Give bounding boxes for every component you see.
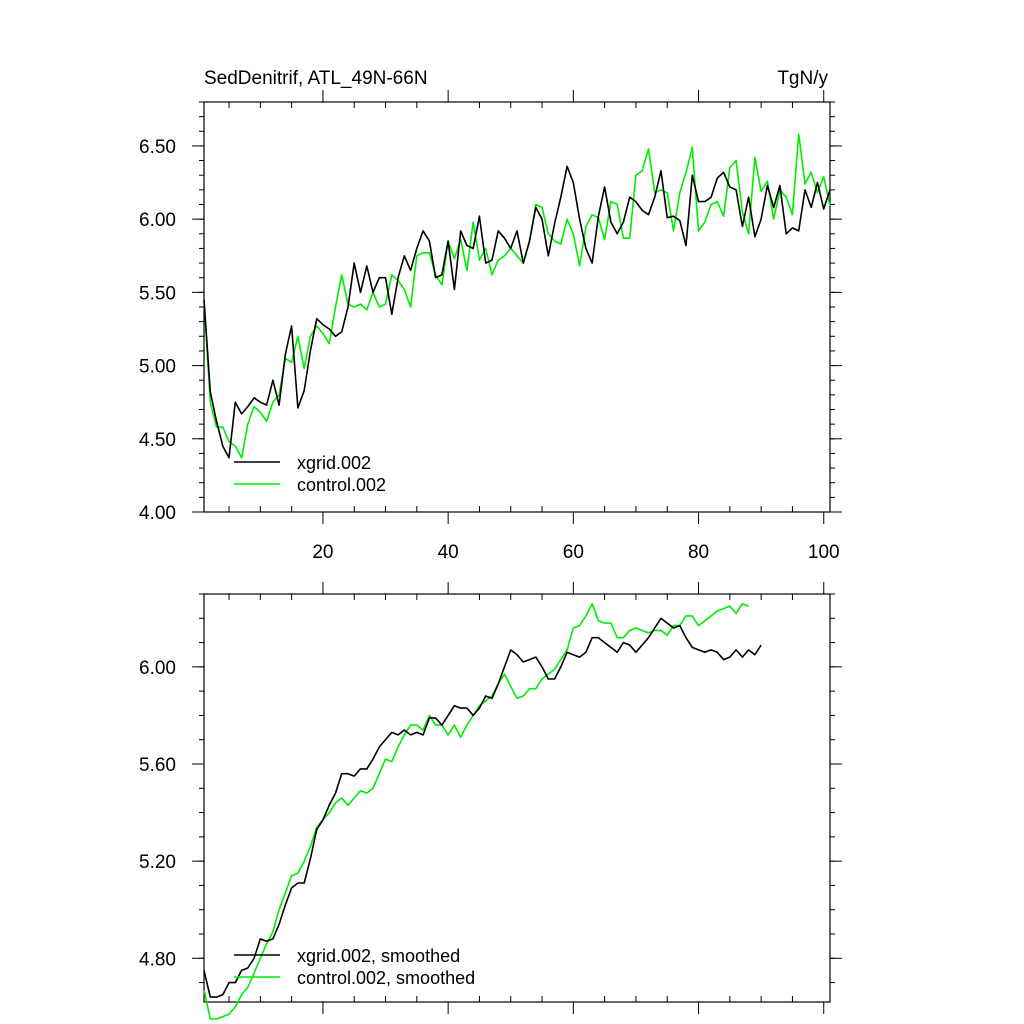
x-tick-label: 80 <box>688 542 709 563</box>
y-tick-label: 5.50 <box>139 283 176 304</box>
chart-title: SedDenitrif, ATL_49N-66N <box>204 68 428 89</box>
x-tick-label: 100 <box>808 542 840 563</box>
legend-label: xgrid.002, smoothed <box>297 946 460 966</box>
x-tick-label: 20 <box>312 542 333 563</box>
series-line-xgrid-002-smoothed <box>203 617 762 998</box>
legend-label: control.002, smoothed <box>297 968 475 988</box>
chart-panel-2: 4.80 5.20 5.60 6.00 xgrid.002, smoothedcontr… <box>139 582 842 1020</box>
series-line-control-002-smoothed <box>203 602 749 1020</box>
x-tick-label: 60 <box>563 542 584 563</box>
x-tick-label: 40 <box>438 542 459 563</box>
y-tick-label: 4.00 <box>139 503 176 524</box>
y-tick-label: 6.00 <box>139 210 176 231</box>
y-tick-label: 4.80 <box>139 949 176 970</box>
series-line-control-002 <box>203 133 831 459</box>
units-label: TgN/y <box>777 68 828 89</box>
y-tick-label: 5.20 <box>139 852 176 873</box>
y-tick-label: 6.00 <box>139 658 176 679</box>
series-line-xgrid-002 <box>203 165 831 459</box>
y-tick-label: 5.60 <box>139 755 176 776</box>
legend-label: control.002 <box>297 475 386 495</box>
legend-label: xgrid.002 <box>297 453 371 473</box>
y-tick-label: 5.00 <box>139 357 176 378</box>
chart-panel-1: SedDenitrif, ATL_49N-66N TgN/y 20 40 60 80 100… <box>139 68 842 563</box>
plot-frame <box>203 593 831 1003</box>
y-tick-label: 4.50 <box>139 430 176 451</box>
y-tick-label: 6.50 <box>139 137 176 158</box>
